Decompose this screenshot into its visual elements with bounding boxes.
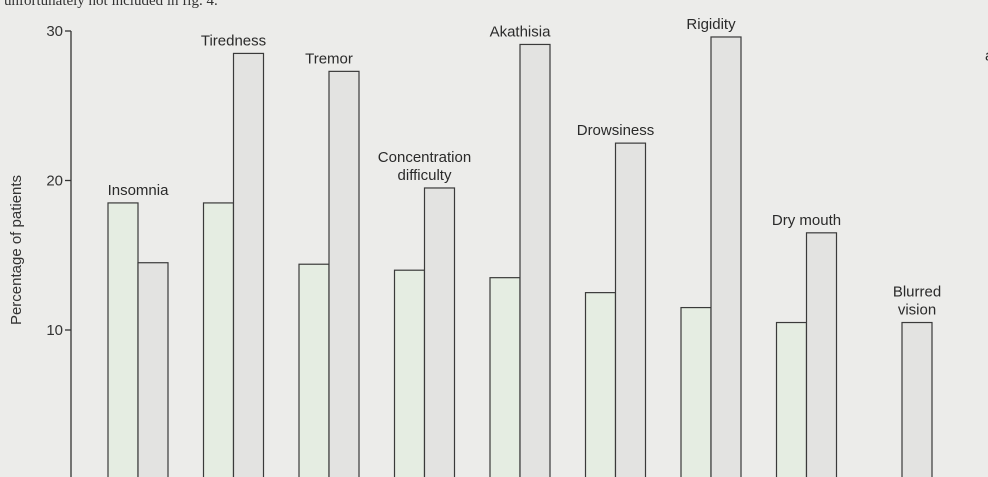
- category-label: Dry mouth: [772, 212, 841, 229]
- bar: [614, 142, 647, 477]
- bar: [202, 202, 235, 477]
- bar: [232, 52, 265, 477]
- bar: [489, 277, 521, 477]
- bar: [901, 321, 933, 477]
- category-label: akinesia: [985, 47, 988, 64]
- category-label: difficulty: [398, 167, 452, 184]
- bar: [710, 36, 742, 477]
- bar: [328, 70, 360, 477]
- category-label: Insomnia: [108, 182, 170, 199]
- chart-labels: Insomnia Tiredness Tremor Concentrationdiff…: [108, 16, 988, 319]
- chart-bars: [107, 36, 933, 477]
- bar: [137, 262, 169, 477]
- category-label: Akathisia: [490, 23, 552, 40]
- category-label: Tiredness: [201, 32, 266, 49]
- bar: [805, 232, 838, 477]
- y-tick-label: 20: [46, 173, 63, 190]
- category-label: Blurred: [893, 284, 941, 301]
- category-label: Drowsiness: [577, 122, 655, 139]
- category-label: Tremor: [305, 50, 353, 67]
- y-axis-label: Percentage of patients: [8, 175, 25, 325]
- bar: [107, 202, 139, 477]
- bar: [393, 269, 426, 477]
- bar: [775, 321, 808, 477]
- y-tick-label: 10: [46, 322, 63, 339]
- category-label: Concentration: [378, 149, 471, 166]
- header-text: unfortunately not included in fig. 4.: [4, 0, 218, 9]
- category-label: vision: [898, 302, 936, 319]
- bar: [519, 43, 551, 477]
- bar: [423, 187, 456, 477]
- bar: [298, 263, 330, 477]
- y-tick-label: 30: [46, 23, 63, 40]
- category-label: Rigidity: [686, 16, 736, 33]
- chart-axes: 10 20 30: [46, 23, 72, 477]
- bar: [680, 306, 712, 477]
- bar: [584, 292, 617, 477]
